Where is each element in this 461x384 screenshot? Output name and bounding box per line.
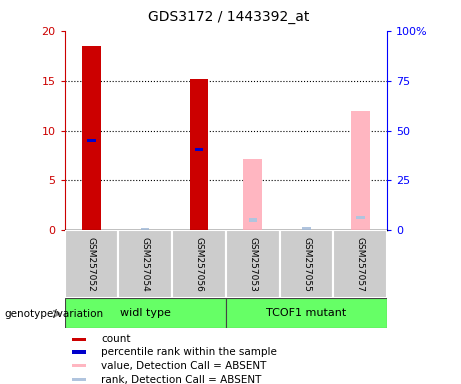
Bar [87, 139, 96, 142]
Bar [226, 298, 387, 328]
Bar [351, 111, 370, 230]
Bar [118, 230, 172, 298]
Bar [356, 216, 365, 219]
Text: value, Detection Call = ABSENT: value, Detection Call = ABSENT [101, 361, 267, 371]
Text: GSM257056: GSM257056 [195, 237, 203, 291]
Text: GSM257053: GSM257053 [248, 237, 257, 291]
Text: genotype/variation: genotype/variation [5, 309, 104, 319]
Bar [189, 79, 208, 230]
Text: count: count [101, 334, 131, 344]
Bar [333, 230, 387, 298]
Text: percentile rank within the sample: percentile rank within the sample [101, 347, 277, 357]
Bar [280, 230, 333, 298]
Bar [65, 230, 118, 298]
Bar [226, 230, 280, 298]
Bar [72, 364, 86, 367]
Text: GSM257057: GSM257057 [356, 237, 365, 291]
Text: rank, Detection Call = ABSENT: rank, Detection Call = ABSENT [101, 374, 262, 384]
Bar [172, 230, 226, 298]
Text: GSM257055: GSM257055 [302, 237, 311, 291]
Text: widl type: widl type [120, 308, 171, 318]
Text: GSM257054: GSM257054 [141, 237, 150, 291]
Bar [72, 378, 86, 381]
Bar [65, 298, 226, 328]
Bar [72, 351, 86, 354]
Bar [248, 218, 257, 222]
Bar [302, 227, 311, 231]
Bar [243, 159, 262, 230]
Bar [141, 228, 149, 231]
Text: GSM257052: GSM257052 [87, 237, 96, 291]
Bar [195, 148, 203, 151]
Text: TCOF1 mutant: TCOF1 mutant [266, 308, 347, 318]
Bar [82, 46, 101, 230]
Text: GDS3172 / 1443392_at: GDS3172 / 1443392_at [148, 10, 309, 23]
Bar [72, 338, 86, 341]
